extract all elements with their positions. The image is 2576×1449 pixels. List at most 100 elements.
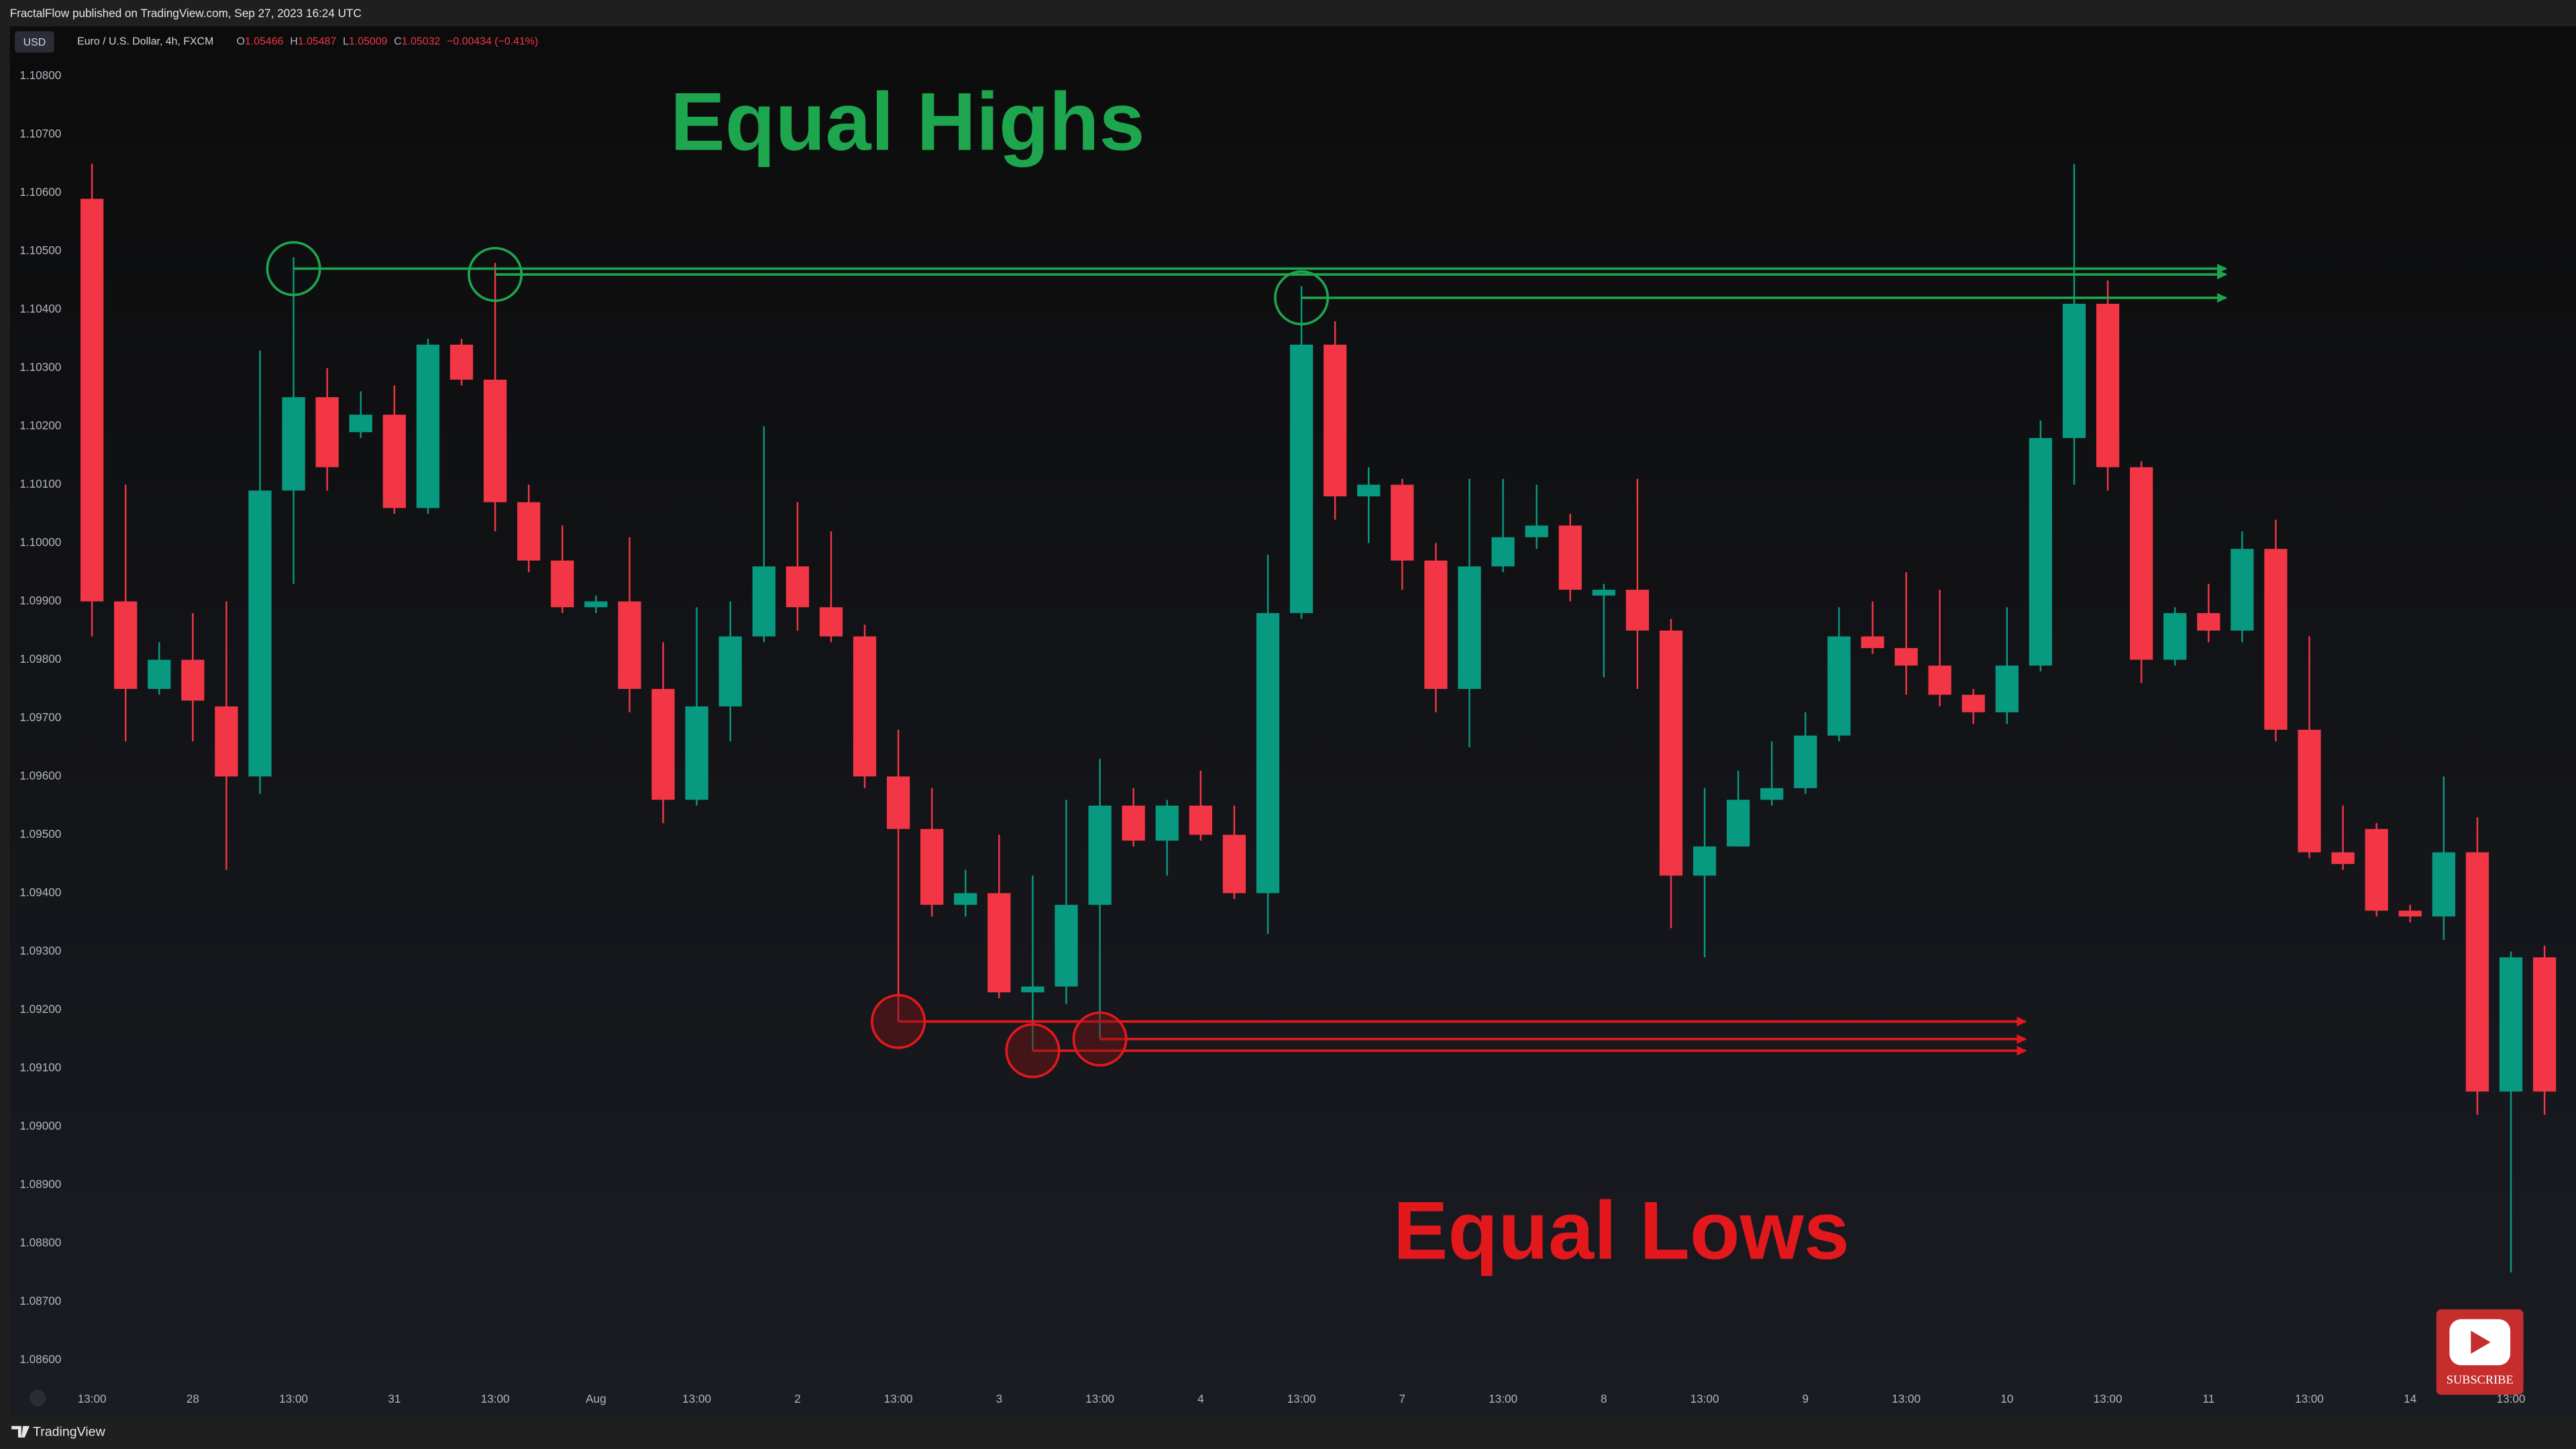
candle-body [1894,648,1918,666]
y-tick-label: 1.08600 [19,1352,61,1366]
footer-brand: TradingView [33,1425,106,1440]
x-tick-label: 31 [388,1392,400,1405]
y-tick-label: 1.10100 [19,477,61,490]
candle-body [382,415,407,508]
candle-body [853,636,877,777]
candle-body [1794,735,1817,788]
candle-body [2029,437,2053,666]
legend-key: L [343,36,349,48]
candle-body [2398,910,2422,917]
equal-low-circle [871,994,926,1049]
candle-body [2163,612,2187,660]
candle-body [819,607,843,637]
x-tick-label: 13:00 [2094,1392,2123,1405]
candle-body [786,566,809,608]
x-tick-label: 2 [794,1392,801,1405]
y-tick-label: 1.08700 [19,1294,61,1307]
tv-logo [11,1426,30,1438]
candle-body [987,893,1011,993]
x-tick-label: 8 [1601,1392,1607,1405]
symbol: Euro / U.S. Dollar, 4h, FXCM [77,36,213,48]
candle-body [685,706,708,800]
candle-body [2298,729,2321,853]
x-tick-label: 13:00 [2295,1392,2324,1405]
x-tick-label: 11 [2202,1392,2214,1405]
candle-body [954,893,977,905]
candle-body [2264,549,2288,730]
candle-body [349,415,372,433]
annotation-equal-highs: Equal Highs [670,75,1144,167]
candle-body [181,659,205,701]
candle-body [1928,665,1951,695]
candle-body [1222,835,1246,894]
candle-body [1155,805,1179,841]
x-tick-label: 13:00 [682,1392,711,1405]
candle-body [1256,612,1280,894]
candle-body [2465,852,2489,1092]
candle-body [1189,805,1212,835]
candle-body [1525,525,1548,537]
candle-body [1391,484,1414,561]
candle-body [1995,665,2019,712]
y-tick-label: 1.08900 [19,1177,61,1191]
candle-body [1592,590,1615,596]
candle-body [2499,957,2523,1092]
candle-body [1491,537,1515,567]
legend-key: H [290,36,298,48]
y-tick-label: 1.09200 [19,1002,61,1016]
legend-value: 1.05009 [349,36,388,48]
equal-high-circle [1274,270,1330,325]
play-icon [2471,1330,2491,1354]
y-tick-label: 1.09500 [19,827,61,841]
annotation-equal-lows: Equal Lows [1393,1184,1849,1276]
equal-low-circle [1005,1023,1061,1079]
candle-body [618,601,641,689]
candle-body [517,502,541,561]
candle-body [449,344,474,380]
candle-body [1324,344,1347,496]
x-tick-label: 13:00 [1690,1392,1719,1405]
subscribe-badge[interactable]: SUBSCRIBE [2436,1309,2524,1395]
legend-value: 1.05032 [402,36,441,48]
y-tick-label: 1.09900 [19,594,61,607]
legend-key: O [237,36,245,48]
legend-value: −0.00434 (−0.41%) [447,36,538,48]
x-tick-label: Aug [586,1392,606,1405]
candle-body [2532,957,2557,1092]
candle-body [1424,560,1448,689]
candle-body [718,636,742,707]
y-tick-label: 1.09000 [19,1119,61,1132]
candle-body [80,199,104,602]
y-tick-label: 1.09600 [19,769,61,782]
currency: USD [23,37,46,48]
candle-body [1289,344,1313,613]
y-tick-label: 1.10700 [19,127,61,140]
y-tick-label: 1.10200 [19,419,61,432]
subscribe-label: SUBSCRIBE [2447,1373,2514,1387]
candle-body [1357,484,1381,496]
y-tick-label: 1.10600 [19,185,61,199]
y-tick-label: 1.10800 [19,68,61,82]
candle-body [1727,800,1750,847]
y-tick-label: 1.09400 [19,885,61,899]
x-tick-label: 4 [1197,1392,1204,1405]
x-tick-label: 9 [1803,1392,1809,1405]
candle-body [2231,549,2254,631]
candle-body [1122,805,1145,841]
currency-box [15,31,54,53]
candle-body [886,776,910,829]
chart-panel [9,26,2576,1417]
candle-body [1760,788,1784,800]
candle-body [752,566,775,637]
x-tick-label: 7 [1399,1392,1406,1405]
candle-body [148,659,171,689]
candle-body [2197,612,2220,631]
candle-body [1458,566,1481,689]
candle-body [215,706,238,777]
x-tick-label: 13:00 [2497,1392,2526,1405]
candle-body [651,688,675,800]
x-tick-label: 13:00 [884,1392,913,1405]
zoom-button[interactable] [30,1389,46,1407]
x-tick-label: 14 [2404,1392,2417,1405]
